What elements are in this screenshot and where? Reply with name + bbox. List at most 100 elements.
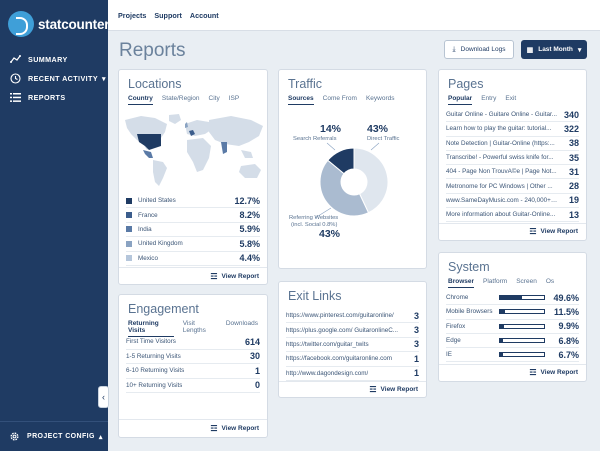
sidebar-nav: SUMMARY RECENT ACTIVITY ▾ REPORTS: [0, 50, 108, 107]
browser-row[interactable]: Firefox 9.9%: [446, 320, 579, 334]
statcounter-logo[interactable]: statcounter: [8, 11, 110, 37]
tab-isp[interactable]: ISP: [228, 95, 240, 102]
tab-city[interactable]: City: [208, 95, 220, 102]
tab-popular[interactable]: Popular: [448, 95, 473, 105]
chevron-up-icon: ▴: [98, 433, 103, 441]
sidebar-item-reports[interactable]: REPORTS: [0, 88, 108, 107]
exit-link-row[interactable]: http://www.dagondesign.com/1: [286, 367, 419, 381]
tab-state-region[interactable]: State/Region: [161, 95, 200, 102]
traffic-title: Traffic: [288, 77, 323, 91]
color-swatch: [126, 226, 132, 233]
traffic-slice-2[interactable]: [319, 159, 370, 217]
calendar-icon: ▦: [526, 46, 534, 54]
traffic-label-direct: Direct Traffic: [367, 136, 400, 142]
view-report-label: View Report: [540, 369, 578, 376]
topbar-link-account[interactable]: Account: [189, 10, 219, 20]
tab-country[interactable]: Country: [128, 95, 153, 105]
traffic-label-search: Search Referrals: [293, 136, 337, 142]
chevron-left-icon: ‹: [102, 392, 105, 402]
tab-browser[interactable]: Browser: [448, 278, 475, 288]
traffic-leader-line: [326, 142, 336, 151]
locations-title: Locations: [128, 77, 182, 91]
location-row[interactable]: Mexico 4.4%: [126, 252, 260, 266]
topbar-link-support[interactable]: Support: [154, 10, 182, 20]
tab-exit[interactable]: Exit: [505, 95, 517, 102]
download-logs-button[interactable]: ⤓ Download Logs: [444, 40, 514, 59]
system-view-report[interactable]: ☲ View Report: [529, 368, 578, 377]
engagement-row[interactable]: 1-5 Returning Visits 30: [126, 350, 260, 364]
browser-row[interactable]: Mobile Browsers 11.5%: [446, 305, 579, 320]
page-row[interactable]: Guitar Online - Guitare Online - Guitar.…: [446, 108, 579, 123]
exit-links-view-report[interactable]: ☲ View Report: [369, 385, 418, 394]
exit-link-row[interactable]: https://twitter.com/guitar_twits 3: [286, 338, 419, 353]
report-icon: ☲: [210, 272, 218, 281]
exit-link-row[interactable]: https://facebook.com/guitaronline.com 1: [286, 352, 419, 367]
date-range-button[interactable]: ▦ Last Month ▾: [521, 40, 587, 59]
locations-view-report[interactable]: ☲ View Report: [210, 272, 259, 281]
browser-name: IE: [446, 351, 452, 359]
view-report-label: View Report: [380, 386, 418, 393]
tab-downloads[interactable]: Downloads: [225, 320, 258, 327]
exit-link-row[interactable]: https://plus.google.com/ GuitaronlineC..…: [286, 323, 419, 338]
view-report-label: View Report: [540, 228, 578, 235]
location-row[interactable]: United States 12.7%: [126, 194, 260, 209]
traffic-card: Traffic Sources Come From Keywords 14% S…: [278, 69, 427, 269]
page-row[interactable]: 404 - Page Non TrouvÃ©e | Page Not... 31: [446, 165, 579, 180]
collapse-sidebar-button[interactable]: ‹: [98, 386, 109, 408]
chevron-down-icon: ▾: [102, 75, 106, 83]
location-row[interactable]: India 5.9%: [126, 223, 260, 238]
system-tabs: Browser Platform Screen Os: [448, 278, 563, 288]
browser-row[interactable]: Chrome 49.6%: [446, 291, 579, 306]
traffic-value-direct: 43%: [367, 123, 389, 135]
view-report-label: View Report: [221, 273, 259, 280]
tab-os[interactable]: Os: [545, 278, 555, 285]
sidebar-item-summary[interactable]: SUMMARY: [0, 50, 108, 69]
page-row[interactable]: Metronome for PC Windows | Other ... 28: [446, 180, 579, 194]
browser-row[interactable]: IE 6.7%: [446, 348, 579, 363]
engagement-view-report[interactable]: ☲ View Report: [210, 424, 259, 433]
page-views: 38: [568, 138, 579, 149]
tab-visit-lengths[interactable]: Visit Lengths: [182, 320, 206, 334]
project-config-button[interactable]: PROJECT CONFIG ▴: [0, 421, 108, 451]
system-card: System Browser Platform Screen Os Chrome…: [438, 252, 587, 382]
tab-returning-visits[interactable]: Returning Visits: [128, 320, 174, 337]
logo-icon: [8, 11, 34, 37]
pages-card: Pages Popular Entry Exit Guitar Online -…: [438, 69, 587, 241]
engagement-row[interactable]: First Time Visitors 614: [126, 335, 260, 350]
page-name: More information about Guitar-Online...: [446, 211, 556, 219]
page-name: 404 - Page Non TrouvÃ©e | Page Not...: [446, 168, 557, 176]
engagement-label: 1-5 Returning Visits: [126, 352, 181, 360]
tab-sources[interactable]: Sources: [288, 95, 314, 105]
traffic-slice-1[interactable]: [353, 147, 389, 214]
pages-title: Pages: [448, 77, 484, 91]
engagement-row[interactable]: 6-10 Returning Visits 1: [126, 364, 260, 379]
exit-link-count: 3: [413, 339, 419, 350]
tab-entry[interactable]: Entry: [481, 95, 497, 102]
page-row[interactable]: Transcribe! - Powerful swiss knife for..…: [446, 151, 579, 166]
tab-screen[interactable]: Screen: [516, 278, 537, 285]
engagement-title: Engagement: [128, 302, 199, 316]
engagement-label: First Time Visitors: [126, 338, 176, 346]
engagement-row[interactable]: 10+ Returning Visits 0: [126, 379, 260, 393]
download-icon: ⤓: [452, 45, 456, 53]
page-row[interactable]: Learn how to play the guitar: tutorial..…: [446, 122, 579, 137]
location-row[interactable]: France 8.2%: [126, 208, 260, 223]
engagement-label: 6-10 Returning Visits: [126, 367, 185, 375]
location-row[interactable]: United Kingdom 5.8%: [126, 237, 260, 252]
page-views: 35: [568, 152, 579, 163]
exit-link-row[interactable]: https://www.pinterest.com/guitaronline/3: [286, 309, 419, 324]
tab-come-from[interactable]: Come From: [322, 95, 357, 102]
pages-view-report[interactable]: ☲ View Report: [529, 227, 578, 236]
page-row[interactable]: Note Detection | Guitar-Online (https:..…: [446, 137, 579, 151]
tab-keywords[interactable]: Keywords: [365, 95, 395, 102]
sidebar-item-recent-activity[interactable]: RECENT ACTIVITY ▾: [0, 69, 108, 88]
browser-row[interactable]: Edge 6.8%: [446, 334, 579, 349]
tab-platform[interactable]: Platform: [483, 278, 508, 285]
page-row[interactable]: www.SameDayMusic.com - 240,000+ it... 19: [446, 194, 579, 209]
exit-link-url: http://www.dagondesign.com/: [286, 369, 369, 377]
exit-link-url: https://www.pinterest.com/guitaronline/: [286, 312, 394, 320]
page-row[interactable]: More information about Guitar-Online... 1…: [446, 208, 579, 223]
topbar-link-projects[interactable]: Projects: [118, 10, 147, 20]
world-map: [125, 114, 263, 186]
location-name: United States: [138, 197, 176, 205]
